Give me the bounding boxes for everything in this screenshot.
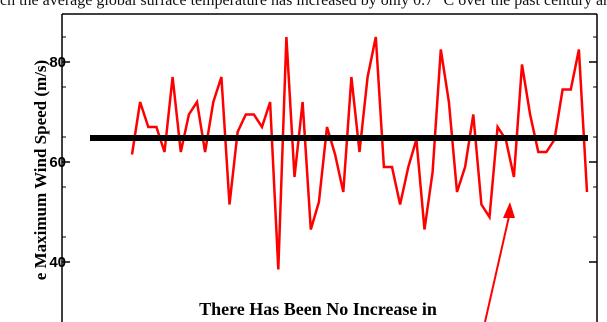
y-tick-label: 60 (49, 154, 66, 171)
annotation-arrow-line (484, 211, 511, 322)
y-tick-label: 40 (49, 254, 66, 271)
series-line-wind-speed (130, 36, 589, 270)
y-axis-label: e Maximum Wind Speed (m/s) (31, 60, 50, 280)
annotation-group: There Has Been No Increase in (199, 202, 515, 322)
cut-off-caption-text: ch the average global surface temperatur… (0, 0, 607, 9)
annotation-text: There Has Been No Increase in (199, 299, 437, 319)
series-group (90, 36, 589, 270)
y-tick-label: 80 (49, 54, 66, 71)
annotation-arrow-head (503, 202, 515, 218)
plot-axes (61, 13, 598, 322)
y-ticks: 40 60 80 (49, 36, 597, 271)
